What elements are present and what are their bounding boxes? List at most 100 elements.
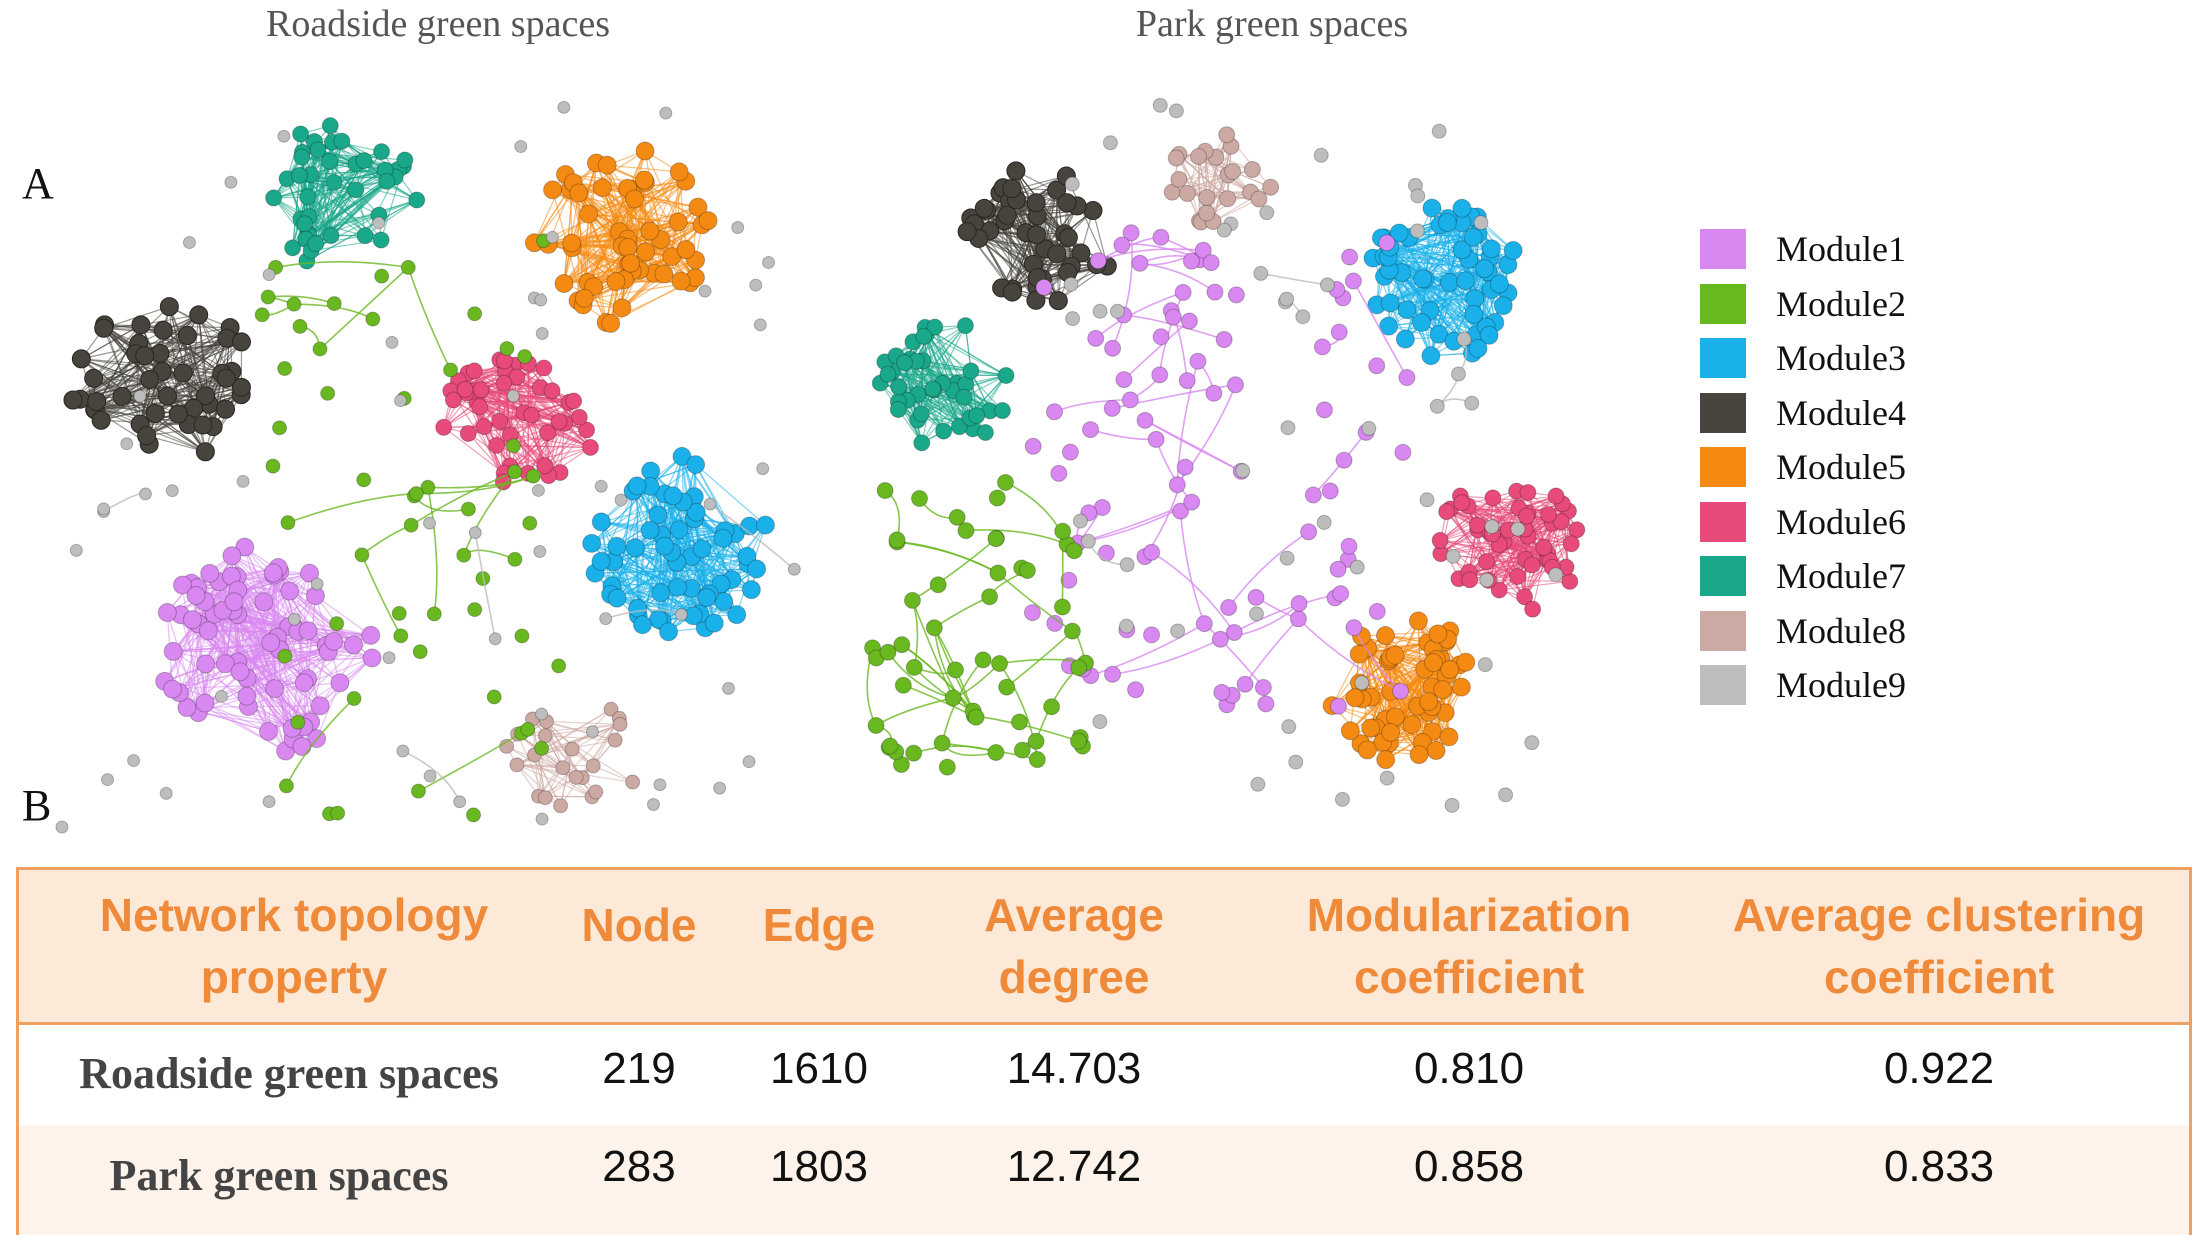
network-node	[1250, 190, 1268, 208]
network-node	[974, 198, 994, 218]
network-node	[606, 271, 626, 291]
network-node	[893, 636, 911, 654]
network-edge	[330, 163, 357, 236]
network-node	[523, 406, 541, 424]
network-node	[1484, 489, 1502, 507]
network-node	[1168, 476, 1186, 494]
network-node	[1205, 384, 1223, 402]
network-node	[1026, 193, 1046, 213]
network-node	[1216, 222, 1232, 238]
network-node	[876, 481, 894, 499]
network-node	[200, 563, 220, 583]
network-node	[1253, 265, 1269, 281]
network-edge	[695, 464, 736, 535]
network-node	[1450, 366, 1466, 382]
network-node	[1087, 329, 1105, 347]
network-node	[554, 274, 574, 294]
network-node	[453, 795, 467, 809]
network-node	[1340, 537, 1358, 555]
network-node	[555, 760, 571, 776]
network-node	[888, 531, 906, 549]
network-node	[905, 658, 923, 676]
legend-swatch	[1700, 229, 1746, 270]
network-node	[998, 678, 1016, 696]
network-node	[1198, 204, 1216, 222]
legend-item-module2: Module2	[1700, 277, 1906, 332]
network-node	[535, 359, 553, 377]
network-edge	[693, 518, 733, 580]
network-node	[543, 382, 561, 400]
network-node	[1498, 787, 1514, 803]
network-node	[196, 386, 216, 406]
network-node	[1063, 276, 1079, 292]
network-node	[686, 455, 706, 475]
network-node	[214, 689, 228, 703]
network-node	[1048, 291, 1068, 311]
network-edge	[275, 261, 409, 269]
network-node	[987, 530, 1005, 548]
network-node	[1473, 215, 1489, 231]
network-node	[1057, 193, 1077, 213]
network-node	[216, 399, 236, 419]
network-node	[895, 354, 913, 372]
network-node	[456, 547, 472, 563]
panel-a-label: A	[22, 159, 54, 208]
network-node	[592, 178, 612, 198]
network-node	[634, 170, 654, 190]
network-node	[1070, 659, 1088, 677]
network-node	[1280, 420, 1296, 436]
network-node	[514, 628, 530, 644]
network-node	[1354, 675, 1370, 691]
cell-modularization: 0.810	[1413, 1044, 1525, 1093]
network-node	[1127, 681, 1145, 699]
roadside-module5	[524, 141, 718, 333]
network-node	[347, 181, 365, 199]
network-node	[1115, 371, 1133, 389]
network-node	[987, 743, 1005, 761]
network-node	[1069, 732, 1087, 750]
network-edge	[627, 171, 680, 248]
network-node	[1313, 338, 1331, 356]
network-node	[1489, 274, 1509, 294]
network-node	[761, 255, 775, 269]
network-edge	[361, 554, 402, 637]
network-node	[222, 546, 242, 566]
network-node	[1445, 548, 1461, 564]
network-node	[94, 318, 114, 338]
network-node	[597, 155, 617, 175]
network-node	[280, 515, 296, 531]
network-node	[968, 407, 986, 425]
network-node	[625, 538, 645, 558]
network-node	[1523, 556, 1541, 574]
network-node	[612, 298, 632, 318]
legend-item-module1: Module1	[1700, 222, 1906, 277]
network-node	[741, 580, 761, 600]
network-node	[879, 365, 897, 383]
network-node	[254, 307, 270, 323]
network-node	[189, 305, 209, 325]
network-node	[284, 239, 302, 257]
network-node	[423, 769, 437, 783]
network-node	[310, 696, 330, 716]
cell-average-degree: 12.742	[1006, 1142, 1142, 1191]
network-node	[277, 361, 293, 377]
network-node	[1143, 543, 1161, 561]
network-node	[385, 335, 399, 349]
network-node	[1219, 190, 1237, 208]
legend-label: Module7	[1776, 556, 1906, 597]
network-node	[591, 512, 611, 532]
network-node	[292, 736, 312, 756]
legend-label: Module8	[1776, 610, 1906, 651]
network-node	[1235, 463, 1251, 479]
network-node	[569, 183, 589, 203]
network-node	[1259, 205, 1275, 221]
network-node	[198, 621, 218, 641]
network-node	[570, 408, 588, 426]
network-node	[1189, 352, 1207, 370]
network-node	[1321, 482, 1339, 500]
network-node	[663, 486, 683, 506]
network-node	[372, 231, 390, 249]
network-node	[394, 394, 408, 408]
network-node	[668, 577, 688, 597]
network-node	[1220, 598, 1238, 616]
